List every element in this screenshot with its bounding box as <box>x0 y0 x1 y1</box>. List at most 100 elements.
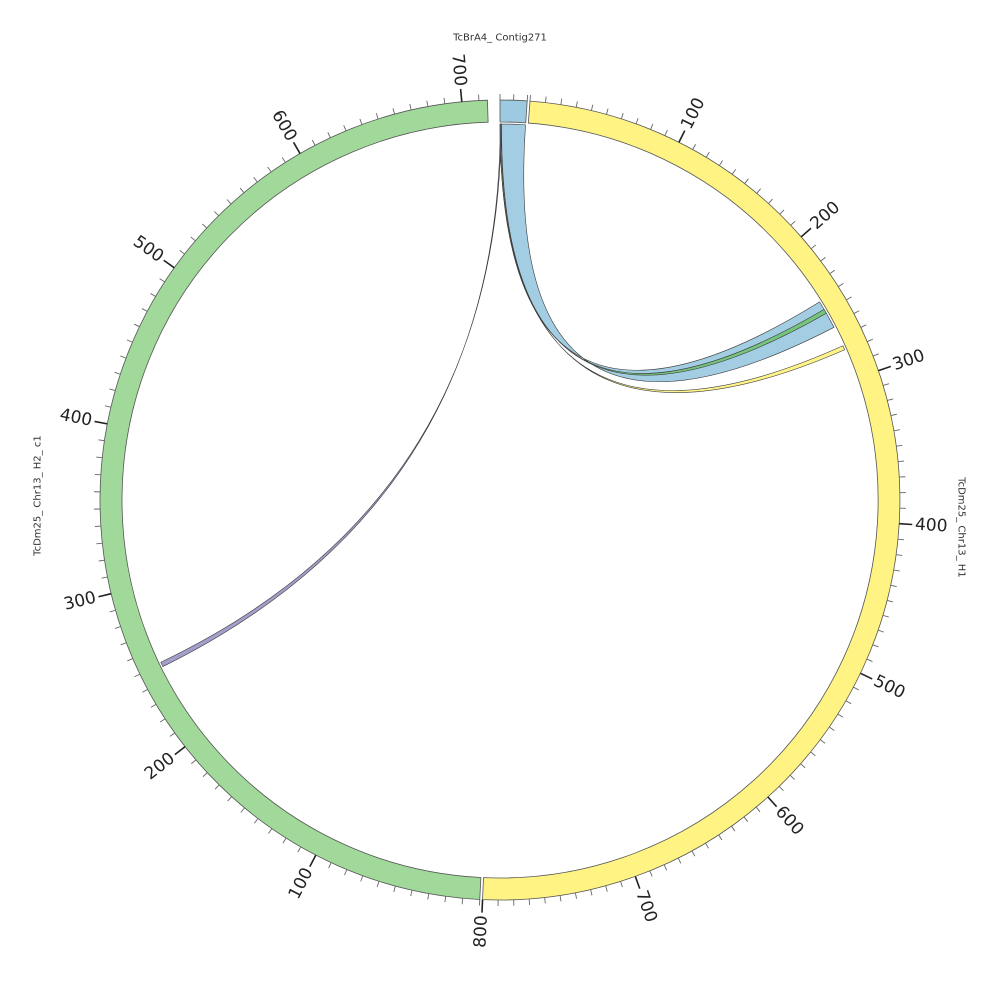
minor-tick <box>882 614 889 618</box>
major-tick <box>174 745 186 756</box>
minor-tick <box>109 609 116 613</box>
minor-tick <box>426 100 429 107</box>
minor-tick <box>392 108 395 115</box>
minor-tick <box>96 456 103 459</box>
tick-label: 300 <box>62 588 98 615</box>
minor-tick <box>691 850 696 857</box>
minor-tick <box>343 125 347 131</box>
major-tick <box>899 522 913 526</box>
tick-label: 200 <box>141 748 179 784</box>
minor-tick <box>893 569 900 572</box>
minor-tick <box>150 703 157 708</box>
minor-tick <box>297 846 302 853</box>
link-2 <box>499 123 846 393</box>
minor-tick <box>790 220 796 226</box>
minor-tick <box>779 209 785 215</box>
segment-h2 <box>99 99 489 900</box>
minor-tick <box>705 842 709 849</box>
minor-tick <box>202 772 208 778</box>
tick-label: 300 <box>890 346 927 375</box>
minor-tick <box>731 825 736 832</box>
segment-label-contig: TcBrA4_ Contig271 <box>452 33 547 44</box>
major-tick <box>94 420 108 425</box>
minor-tick <box>227 796 233 802</box>
tick-label: 600 <box>267 107 301 145</box>
minor-tick <box>134 673 141 678</box>
major-tick <box>292 141 301 154</box>
minor-tick <box>649 870 653 877</box>
minor-tick <box>214 211 219 217</box>
minor-tick <box>890 413 897 416</box>
major-tick <box>678 130 686 143</box>
minor-tick <box>120 355 127 359</box>
minor-tick <box>202 223 208 229</box>
minor-tick <box>281 157 286 163</box>
minor-tick <box>664 129 668 136</box>
minor-tick <box>253 176 258 183</box>
segment-label-h1: TcDm25_ Chr13_ H1 <box>956 476 967 577</box>
minor-tick <box>254 818 259 824</box>
minor-tick <box>590 889 593 896</box>
major-tick <box>634 876 641 889</box>
segment-h1 <box>482 100 901 901</box>
minor-tick <box>893 429 900 432</box>
minor-tick <box>545 96 547 103</box>
minor-tick <box>344 869 348 876</box>
minor-tick <box>829 726 835 731</box>
major-tick <box>98 592 112 598</box>
minor-tick <box>190 236 196 242</box>
minor-tick <box>755 806 761 813</box>
tick-label: 200 <box>806 198 844 234</box>
minor-tick <box>240 807 245 813</box>
minor-tick <box>98 559 105 562</box>
minor-tick <box>873 353 879 357</box>
minor-tick <box>159 718 166 723</box>
links-layer <box>160 123 846 667</box>
minor-tick <box>846 296 852 301</box>
minor-tick <box>461 898 464 905</box>
minor-tick <box>718 160 724 166</box>
tick-label: 700 <box>447 53 470 87</box>
minor-tick <box>159 278 165 283</box>
minor-tick <box>896 554 903 556</box>
minor-tick <box>104 405 112 408</box>
minor-tick <box>393 885 396 892</box>
minor-tick <box>114 626 121 629</box>
minor-tick <box>590 104 594 111</box>
minor-tick <box>282 837 287 844</box>
minor-tick <box>359 118 363 125</box>
minor-tick <box>718 834 723 841</box>
major-tick <box>767 796 778 808</box>
minor-tick <box>744 178 749 184</box>
minor-tick <box>866 658 873 662</box>
link-0 <box>499 123 835 383</box>
minor-tick <box>311 139 316 146</box>
minor-tick <box>560 98 563 105</box>
minor-tick <box>743 816 749 822</box>
minor-tick <box>443 97 446 104</box>
tick-label: 800 <box>470 915 491 948</box>
minor-tick <box>731 169 737 175</box>
labels-layer: TcBrA4_ Contig271 TcDm25_ Chr13_ H1 TcDm25… <box>33 33 967 578</box>
minor-tick <box>705 151 710 158</box>
minor-tick <box>838 283 844 287</box>
minor-tick <box>239 187 245 193</box>
major-tick <box>481 899 484 913</box>
minor-tick <box>872 644 879 648</box>
minor-tick <box>376 881 380 888</box>
tick-label: 700 <box>631 888 661 925</box>
minor-tick <box>179 250 185 255</box>
minor-tick <box>867 338 873 343</box>
segments-layer <box>99 99 901 901</box>
minor-tick <box>810 244 817 250</box>
major-tick <box>309 854 317 867</box>
minor-tick <box>96 542 103 545</box>
major-tick <box>878 365 892 372</box>
minor-tick <box>127 658 133 662</box>
minor-tick <box>98 439 105 442</box>
minor-tick <box>820 257 826 262</box>
minor-tick <box>120 642 127 646</box>
minor-tick <box>837 713 844 718</box>
minor-tick <box>663 864 668 871</box>
